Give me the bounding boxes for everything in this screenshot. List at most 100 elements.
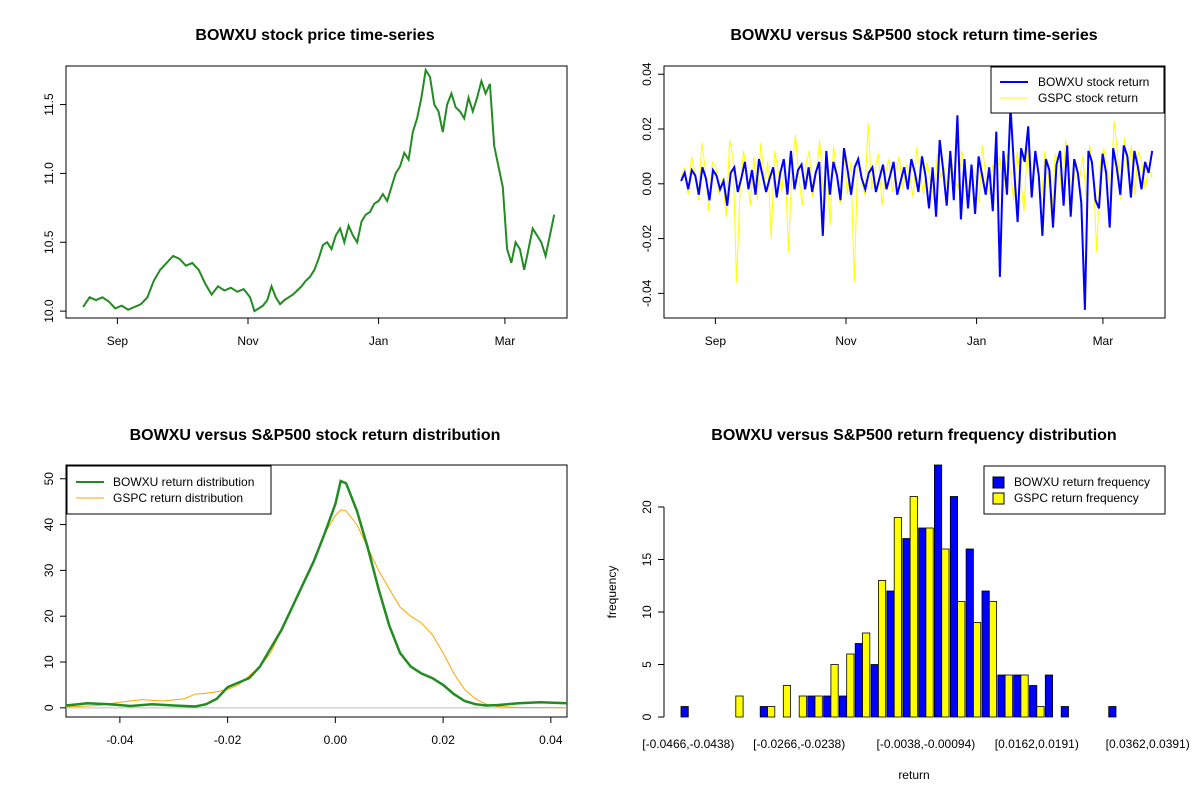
- x-category-label: [0.0362,0.0391): [1106, 737, 1190, 751]
- gspc-bar: [941, 548, 950, 718]
- gspc-bar: [735, 695, 744, 718]
- gspc-bar: [1036, 706, 1045, 718]
- x-tick-label: Sep: [107, 334, 129, 348]
- bowxu-bar: [680, 706, 689, 718]
- gspc-bar: [782, 685, 791, 718]
- legend-label: BOWXU return distribution: [113, 475, 254, 489]
- bowxu-bar: [886, 590, 895, 718]
- y-tick-label: -0.02: [640, 225, 654, 253]
- bowxu-bar: [902, 538, 911, 718]
- gspc-bar: [767, 706, 776, 718]
- legend-label: BOWXU stock return: [1038, 75, 1149, 89]
- y-tick-label: 20: [42, 609, 56, 623]
- y-axis-label: frequency: [605, 566, 619, 619]
- y-tick-label: 11.5: [42, 93, 56, 116]
- x-tick-label: Nov: [237, 334, 258, 348]
- x-category-label: [0.0162,0.0191): [995, 737, 1079, 751]
- legend: BOWXU return frequency GSPC return frequ…: [983, 465, 1166, 515]
- return-histogram-panel: BOWXU versus S&P500 return frequency dis…: [605, 427, 1190, 782]
- gspc-bar: [1020, 674, 1029, 718]
- bowxu-bar: [1013, 674, 1022, 718]
- bowxu-bar: [934, 464, 943, 718]
- x-tick-label: 0.04: [539, 733, 563, 747]
- x-category-label: [-0.0466,-0.0438): [642, 737, 734, 751]
- y-tick-label: 40: [42, 518, 56, 532]
- gspc-density-line: [65, 509, 568, 709]
- legend: BOWXU stock return GSPC stock return: [990, 66, 1165, 114]
- bowxu-bar: [949, 496, 958, 718]
- return-timeseries-panel: BOWXU versus S&P500 stock return time-se…: [640, 27, 1166, 348]
- plot-frame: [663, 65, 1166, 319]
- y-tick-label: 15: [640, 553, 654, 567]
- y-tick-label: 10: [640, 605, 654, 619]
- bowxu-bar: [839, 695, 848, 718]
- x-tick-label: Jan: [369, 334, 388, 348]
- gspc-bar: [893, 517, 902, 718]
- plot-frame: [65, 464, 568, 718]
- gspc-bar: [957, 601, 966, 718]
- x-tick-label: -0.02: [214, 733, 242, 747]
- x-tick-label: Nov: [835, 334, 856, 348]
- y-tick-label: -0.04: [640, 279, 654, 307]
- price-line: [82, 67, 556, 313]
- x-category-label: [-0.0266,-0.0238): [753, 737, 845, 751]
- gspc-bar: [830, 664, 839, 718]
- gspc-bar: [909, 496, 918, 718]
- legend-swatch: [992, 476, 1005, 489]
- bowxu-bar: [1108, 706, 1117, 718]
- x-tick-label: Mar: [495, 334, 516, 348]
- bowxu-return-line: [680, 107, 1154, 310]
- bowxu-bar: [981, 590, 990, 718]
- y-tick-label: 0: [640, 713, 654, 720]
- gspc-bar: [846, 653, 855, 718]
- y-tick-label: 20: [640, 500, 654, 514]
- x-tick-label: 0.00: [324, 733, 348, 747]
- x-tick-label: -0.04: [106, 733, 134, 747]
- x-tick-label: Jan: [967, 334, 986, 348]
- x-category-label: [-0.0038,-0.00094): [877, 737, 976, 751]
- y-tick-label: 0: [42, 704, 56, 711]
- y-tick-label: 50: [42, 472, 56, 486]
- legend: BOWXU return distribution GSPC return di…: [66, 465, 272, 515]
- gspc-bar: [798, 695, 807, 718]
- x-tick-label: Mar: [1093, 334, 1114, 348]
- gspc-bar: [1004, 674, 1013, 718]
- bowxu-bar: [918, 527, 927, 718]
- bowxu-bar: [965, 548, 974, 718]
- gspc-bar: [862, 632, 871, 718]
- y-tick-label: 5: [640, 661, 654, 668]
- bowxu-bar: [823, 695, 832, 718]
- y-tick-label: 0.02: [640, 117, 654, 141]
- legend-label: BOWXU return frequency: [1014, 475, 1150, 489]
- chart-title: BOWXU versus S&P500 return frequency dis…: [711, 427, 1116, 444]
- price-timeseries-panel: BOWXU stock price time-series 10.0 10.5 11…: [42, 27, 568, 348]
- legend-label: GSPC return frequency: [1014, 491, 1139, 505]
- gspc-bar: [878, 580, 887, 718]
- bowxu-bar: [854, 643, 863, 718]
- bowxu-bar: [759, 706, 768, 718]
- x-axis-label: return: [898, 768, 929, 782]
- bowxu-bar: [870, 664, 879, 718]
- bowxu-density-line: [65, 479, 568, 708]
- legend-label: GSPC stock return: [1038, 91, 1138, 105]
- gspc-bar: [814, 695, 823, 718]
- bowxu-bar: [1060, 706, 1069, 718]
- x-tick-label: Sep: [705, 334, 727, 348]
- y-tick-label: 10: [42, 655, 56, 669]
- y-tick-label: 10.0: [42, 299, 56, 323]
- y-tick-label: 10.5: [42, 230, 56, 254]
- gspc-bar: [988, 601, 997, 718]
- chart-title: BOWXU stock price time-series: [195, 27, 434, 44]
- bowxu-bar: [1044, 674, 1054, 718]
- bowxu-bar: [807, 695, 816, 718]
- x-tick-label: 0.02: [431, 733, 455, 747]
- bowxu-bar: [997, 674, 1006, 718]
- y-tick-label: 0.00: [640, 172, 654, 196]
- legend-swatch: [992, 492, 1005, 505]
- return-density-panel: BOWXU versus S&P500 stock return distrib…: [42, 427, 568, 747]
- plot-frame: [65, 65, 568, 319]
- bowxu-bar: [1029, 685, 1038, 718]
- y-tick-label: 0.04: [640, 62, 654, 86]
- chart-title: BOWXU versus S&P500 stock return time-se…: [730, 27, 1097, 44]
